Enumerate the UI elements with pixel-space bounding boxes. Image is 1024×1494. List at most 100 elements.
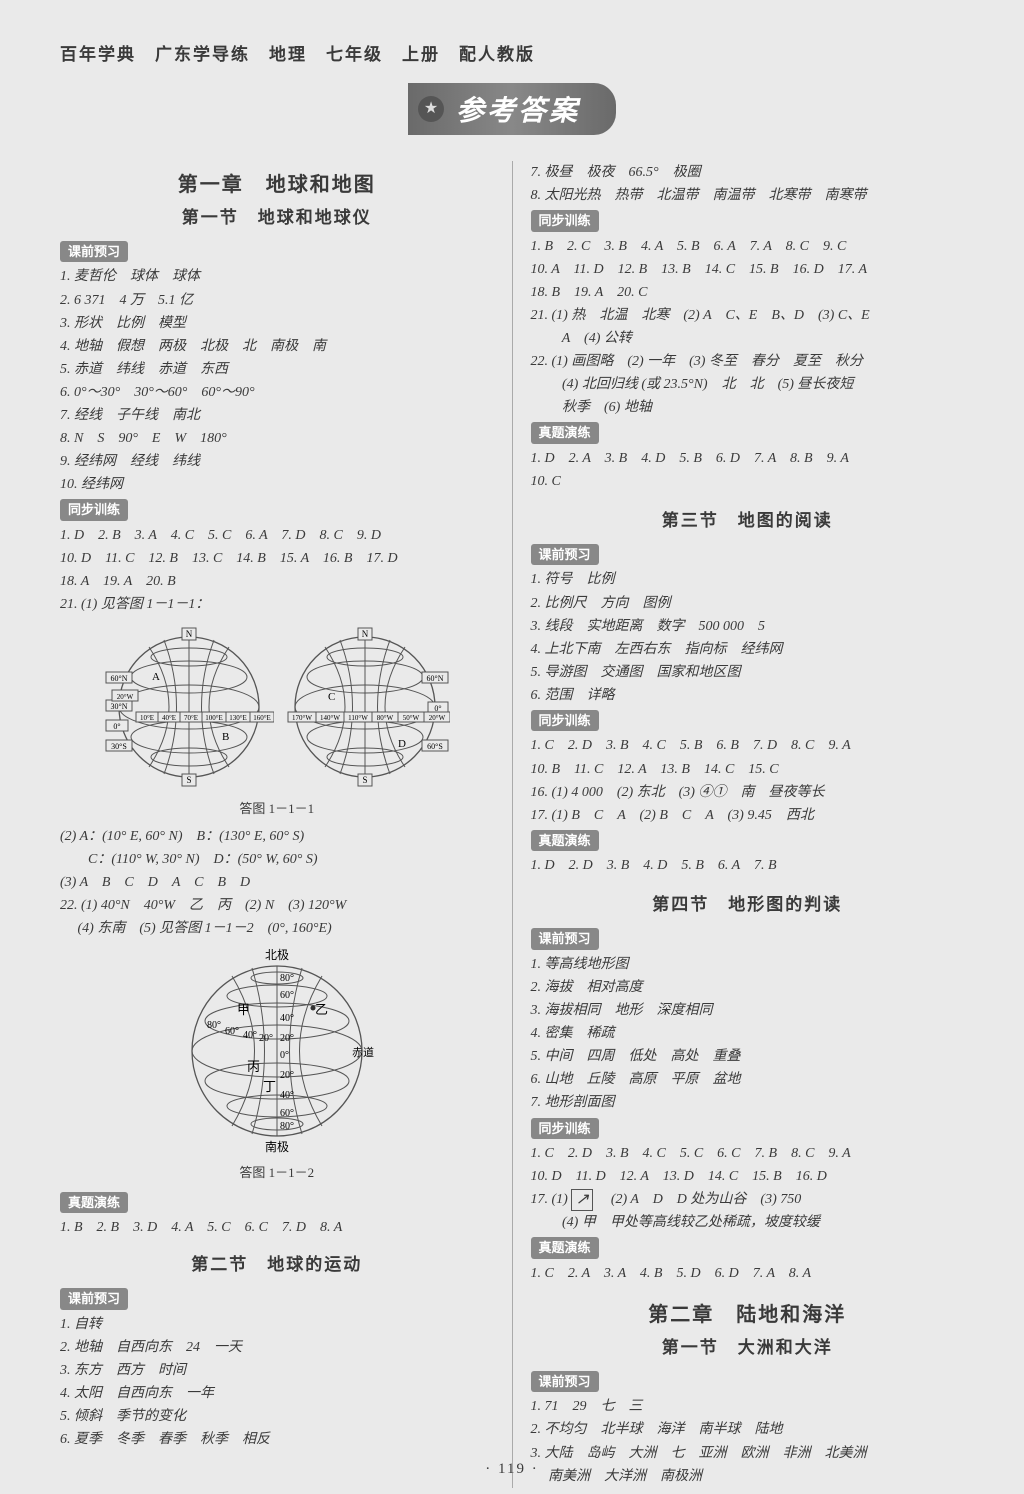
svg-text:30°S: 30°S (111, 742, 127, 751)
svg-text:60°: 60° (225, 1026, 239, 1037)
fig1-caption: 答图 1－1－1 (60, 798, 494, 819)
arrow-icon: ↗ (571, 1189, 593, 1211)
svg-text:南极: 南极 (265, 1139, 289, 1154)
svg-text:60°: 60° (280, 990, 294, 1001)
svg-text:20°: 20° (259, 1033, 273, 1044)
svg-text:60°N: 60°N (110, 674, 127, 683)
section-c2s1-title: 第一节 大洲和大洋 (531, 1334, 965, 1362)
globe-single-icon: 北极 南极 赤道 80° 60° 40° 20° 0° 20° 40° 60° … (177, 946, 377, 1156)
figure-1-1-2: 北极 南极 赤道 80° 60° 40° 20° 0° 20° 40° 60° … (60, 946, 494, 1156)
s4-preview-6: 6. 山地 丘陵 高原 平原 盆地 (531, 1068, 965, 1091)
svg-text:70°E: 70°E (184, 714, 198, 722)
svg-text:乙: 乙 (315, 1002, 328, 1017)
s1-preview-1: 1. 麦哲伦 球体 球体 (60, 265, 494, 288)
svg-text:甲: 甲 (237, 1002, 250, 1017)
section-3-title: 第三节 地图的阅读 (531, 507, 965, 535)
page-number: · 119 · (0, 1461, 1024, 1478)
svg-text:N: N (186, 629, 193, 639)
label-sync-2: 同步训练 (531, 210, 599, 231)
svg-text:60°N: 60°N (426, 674, 443, 683)
svg-text:0°: 0° (280, 1050, 289, 1061)
s2-preview-4: 4. 太阳 自西向东 一年 (60, 1382, 494, 1405)
svg-text:20°: 20° (280, 1033, 294, 1044)
s3-preview-4: 4. 上北下南 左西右东 指向标 经纬网 (531, 638, 965, 661)
s1-sync-4: 21. (1) 见答图 1－1－1： (60, 593, 494, 616)
svg-text:60°: 60° (280, 1108, 294, 1119)
c2s1-preview-2: 2. 不均匀 北半球 海洋 南半球 陆地 (531, 1418, 965, 1441)
s3-sync-1: 1. C 2. D 3. B 4. C 5. B 6. B 7. D 8. C … (531, 734, 965, 757)
s1-preview-2: 2. 6 371 4 万 5.1 亿 (60, 289, 494, 312)
svg-text:C: C (328, 691, 335, 703)
column-divider (512, 161, 513, 1488)
svg-text:N: N (362, 629, 369, 639)
s2-preview-5: 5. 倾斜 季节的变化 (60, 1405, 494, 1428)
svg-text:60°S: 60°S (427, 742, 443, 751)
s1-preview-4: 4. 地轴 假想 两极 北极 北 南极 南 (60, 335, 494, 358)
s1-preview-3: 3. 形状 比例 模型 (60, 312, 494, 335)
svg-text:80°: 80° (280, 973, 294, 984)
label-preview-4: 课前预习 (531, 928, 599, 949)
globe-right-icon: N S 60°N 0° 60°S C D 170°W 140°W 110°W 8… (280, 622, 450, 792)
banner-text: 参考答案 (456, 96, 580, 127)
section-1-title: 第一节 地球和地球仪 (60, 204, 494, 232)
chapter-1-title: 第一章 地球和地图 (60, 169, 494, 202)
s2-sync-1: 1. B 2. C 3. B 4. A 5. B 6. A 7. A 8. C … (531, 235, 965, 258)
right-column: 7. 极昼 极夜 66.5° 极圈 8. 太阳光热 热带 北温带 南温带 北寒带… (531, 161, 965, 1488)
s4-sync-3: 17. (1) ↗ (2) A D D 处为山谷 (3) 750 (531, 1188, 965, 1211)
svg-text:A: A (152, 671, 160, 683)
left-column: 第一章 地球和地图 第一节 地球和地球仪 课前预习 1. 麦哲伦 球体 球体 2… (60, 161, 494, 1488)
svg-text:40°: 40° (280, 1013, 294, 1024)
s2-sync-7: (4) 北回归线 (或 23.5°N) 北 北 (5) 昼长夜短 (531, 373, 965, 396)
s2-sync-3: 18. B 19. A 20. C (531, 281, 965, 304)
label-preview-3: 课前预习 (531, 544, 599, 565)
svg-text:160°E: 160°E (253, 714, 271, 722)
s1-sync-2: 10. D 11. C 12. B 13. C 14. B 15. A 16. … (60, 547, 494, 570)
svg-text:丁: 丁 (263, 1079, 276, 1094)
label-preview-5: 课前预习 (531, 1371, 599, 1392)
svg-text:20°: 20° (280, 1070, 294, 1081)
s4-preview-4: 4. 密集 稀疏 (531, 1022, 965, 1045)
page-header: 百年学典 广东学导练 地理 七年级 上册 配人教版 (60, 40, 964, 65)
s3-preview-2: 2. 比例尺 方向 图例 (531, 592, 965, 615)
svg-text:130°E: 130°E (229, 714, 247, 722)
s1-exam-1: 1. B 2. B 3. D 4. A 5. C 6. C 7. D 8. A (60, 1216, 494, 1239)
s3-preview-6: 6. 范围 详略 (531, 684, 965, 707)
svg-text:100°E: 100°E (205, 714, 223, 722)
s3-sync-4: 17. (1) B C A (2) B C A (3) 9.45 西北 (531, 804, 965, 827)
s4-exam-1: 1. C 2. A 3. A 4. B 5. D 6. D 7. A 8. A (531, 1262, 965, 1285)
svg-text:50°W: 50°W (403, 714, 420, 722)
s3-preview-3: 3. 线段 实地距离 数字 500 000 5 (531, 615, 965, 638)
s2-sync-2: 10. A 11. D 12. B 13. B 14. C 15. B 16. … (531, 258, 965, 281)
s2-sync-8: 秋季 (6) 地轴 (531, 396, 965, 419)
s2-preview-7: 7. 极昼 极夜 66.5° 极圈 (531, 161, 965, 184)
section-4-title: 第四节 地形图的判读 (531, 891, 965, 919)
s4-sync-2: 10. D 11. D 12. A 13. D 14. C 15. B 16. … (531, 1165, 965, 1188)
svg-text:170°W: 170°W (292, 714, 312, 722)
svg-text:丙: 丙 (247, 1059, 260, 1074)
s1-sync-a3: (3) A B C D A C B D (60, 871, 494, 894)
s4-preview-7: 7. 地形剖面图 (531, 1091, 965, 1114)
svg-text:赤道: 赤道 (352, 1045, 374, 1059)
svg-text:30°N: 30°N (110, 702, 127, 711)
svg-text:20°W: 20°W (429, 714, 446, 722)
s2-preview-8: 8. 太阳光热 热带 北温带 南温带 北寒带 南寒带 (531, 184, 965, 207)
label-sync-4: 同步训练 (531, 1118, 599, 1139)
label-sync-3: 同步训练 (531, 710, 599, 731)
s4-preview-5: 5. 中间 四周 低处 高处 重叠 (531, 1045, 965, 1068)
s2-preview-1: 1. 自转 (60, 1313, 494, 1336)
svg-text:10°E: 10°E (140, 714, 154, 722)
svg-text:80°: 80° (207, 1020, 221, 1031)
s3-preview-5: 5. 导游图 交通图 国家和地区图 (531, 661, 965, 684)
s3-sync-2: 10. B 11. C 12. A 13. B 14. C 15. C (531, 758, 965, 781)
s4-sync-17a: 17. (1) (531, 1192, 572, 1207)
label-exam-1: 真题演练 (60, 1192, 128, 1213)
svg-text:40°: 40° (243, 1030, 257, 1041)
svg-text:D: D (398, 738, 406, 750)
svg-text:B: B (222, 731, 229, 743)
globe-left-icon: N S 60°N 30°N 0° 30°S A B 20°W 10°E 40°E… (104, 622, 274, 792)
title-banner: ★ 参考答案 (60, 83, 964, 135)
figure-1-1-1: N S 60°N 30°N 0° 30°S A B 20°W 10°E 40°E… (60, 622, 494, 792)
s2-preview-6: 6. 夏季 冬季 春季 秋季 相反 (60, 1428, 494, 1451)
svg-text:140°W: 140°W (320, 714, 340, 722)
svg-text:80°W: 80°W (377, 714, 394, 722)
